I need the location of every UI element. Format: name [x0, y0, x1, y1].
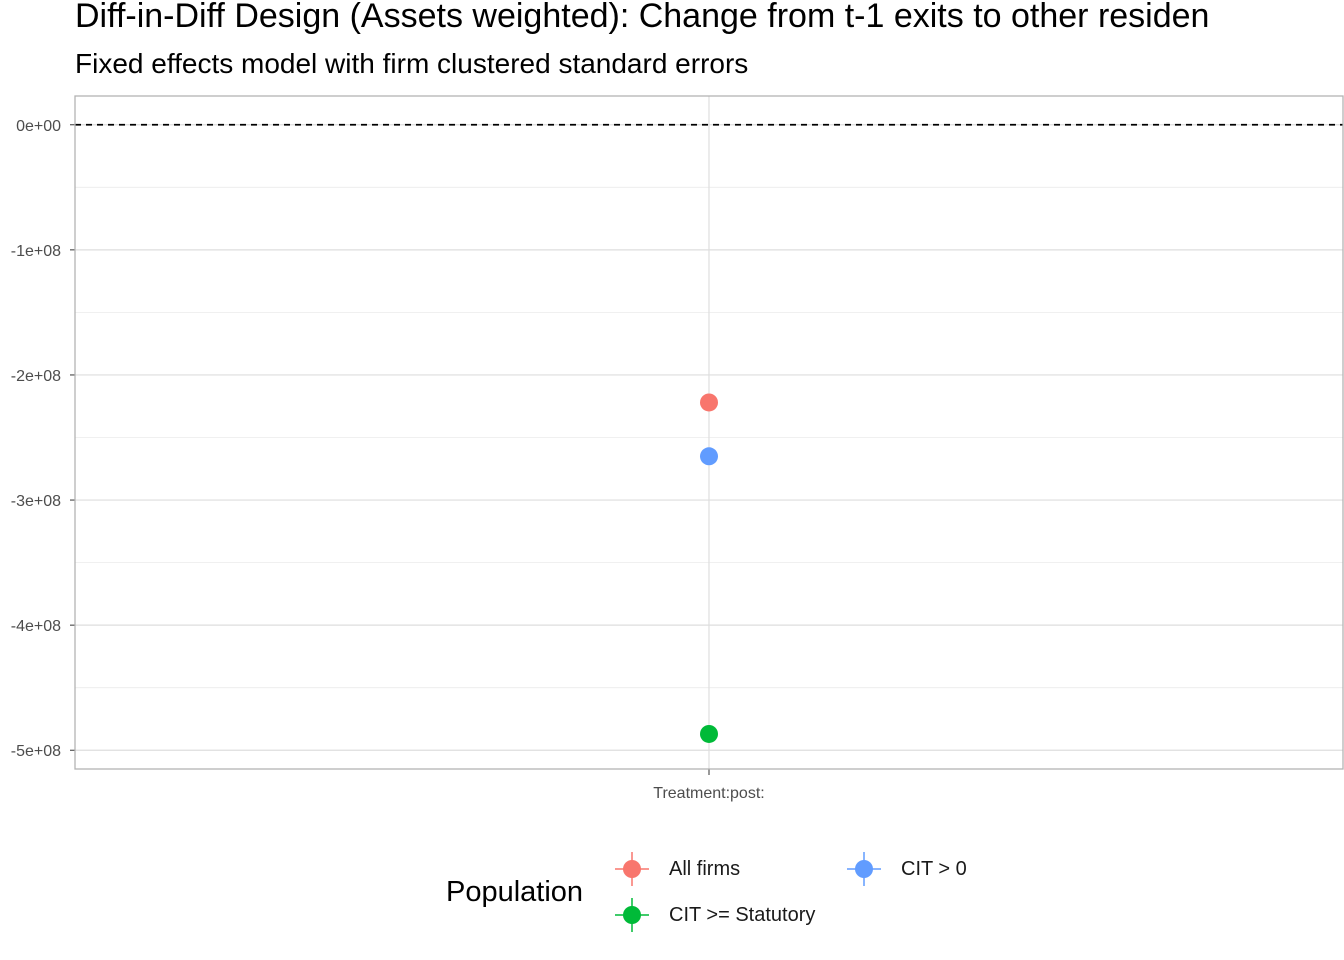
legend-title: Population — [446, 876, 584, 908]
legend-key-cit-positive-icon — [847, 852, 881, 886]
y-tick-label: 0e+00 — [16, 118, 61, 135]
data-point — [700, 447, 718, 466]
legend-label-cit-statutory: CIT >= Statutory — [669, 903, 816, 926]
y-tick-label: -1e+08 — [11, 243, 61, 260]
x-axis: Treatment:post: — [653, 769, 765, 802]
legend-item-cit-statutory: CIT >= Statutory — [612, 897, 815, 933]
x-tick-label: Treatment:post: — [653, 785, 764, 802]
plot-area: 0e+00 -1e+08 -2e+08 -3e+08 -4e+08 -5e+08 Trea… — [11, 95, 1344, 802]
chart-subtitle: Fixed effects model with firm clustered … — [75, 48, 749, 79]
y-tick-label: -2e+08 — [11, 368, 61, 385]
panel-border — [74, 95, 1344, 770]
y-tick-label: -4e+08 — [11, 618, 61, 635]
data-point — [700, 724, 718, 743]
y-axis: 0e+00 -1e+08 -2e+08 -3e+08 -4e+08 -5e+08 — [11, 118, 75, 760]
y-tick-label: -5e+08 — [11, 743, 61, 760]
chart-title: Diff-in-Diff Design (Assets weighted): C… — [75, 0, 1210, 35]
legend: Population All firms CIT > 0 CIT >= Stat… — [0, 840, 1344, 950]
y-tick-label: -3e+08 — [11, 493, 61, 510]
legend-label-all-firms: All firms — [669, 857, 741, 880]
data-point — [700, 393, 718, 412]
legend-key-all-firms-icon — [615, 852, 649, 886]
legend-label-cit-positive: CIT > 0 — [901, 857, 967, 880]
points-group — [700, 393, 718, 743]
legend-item-all-firms: All firms — [612, 851, 740, 887]
legend-key-cit-statutory-icon — [615, 898, 649, 932]
legend-item-cit-positive: CIT > 0 — [844, 851, 967, 887]
grid-major — [75, 96, 1343, 769]
